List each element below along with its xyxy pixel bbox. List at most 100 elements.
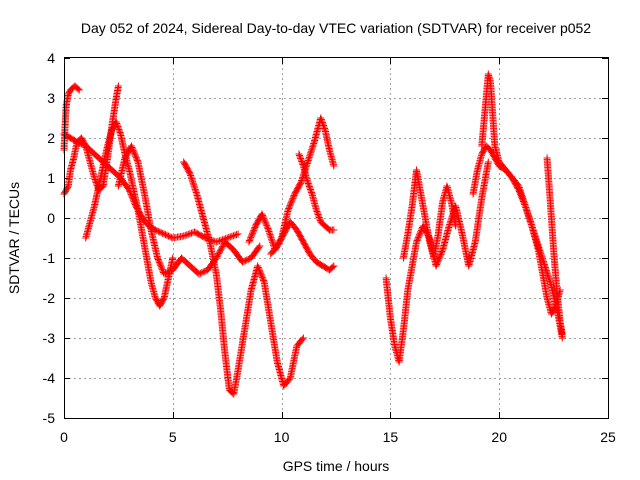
data-point — [434, 258, 442, 266]
data-point — [255, 243, 263, 251]
data-point — [154, 227, 162, 235]
data-point — [329, 263, 337, 271]
data-point — [218, 244, 226, 252]
data-point — [263, 223, 271, 231]
data-point — [153, 227, 161, 235]
data-point — [116, 129, 124, 136]
series-satellite-track-h — [267, 218, 338, 274]
data-point — [517, 188, 525, 196]
x-axis-label: GPS time / hours — [283, 458, 390, 474]
data-point — [268, 237, 276, 245]
data-point — [259, 213, 267, 221]
data-point — [520, 197, 528, 205]
data-point — [181, 231, 189, 239]
data-point — [226, 233, 234, 241]
data-point — [518, 193, 526, 201]
data-point — [250, 226, 258, 234]
data-point — [296, 152, 304, 159]
data-point — [133, 157, 141, 165]
series-satellite-track-j — [382, 158, 492, 366]
data-point — [309, 141, 317, 149]
data-point — [163, 269, 171, 277]
data-point — [527, 220, 535, 228]
chart-title: Day 052 of 2024, Sidereal Day-to-day VTE… — [81, 20, 591, 36]
data-point — [160, 230, 168, 238]
data-point — [162, 231, 170, 239]
data-point — [321, 125, 329, 132]
data-point — [297, 178, 305, 186]
data-point — [262, 220, 270, 228]
data-point — [214, 237, 222, 245]
data-point — [157, 229, 165, 237]
data-point — [316, 215, 324, 223]
data-point — [219, 242, 227, 250]
data-point — [297, 156, 305, 164]
data-point — [241, 257, 249, 265]
data-point — [113, 120, 121, 127]
data-point — [436, 252, 444, 260]
data-point — [318, 117, 326, 125]
data-point — [413, 237, 421, 245]
data-point — [308, 146, 316, 154]
data-point — [269, 240, 277, 248]
series-satellite-track-f — [180, 158, 307, 398]
data-point — [414, 234, 422, 242]
data-point — [260, 216, 268, 224]
y-tick-label: 4 — [47, 50, 55, 66]
data-point — [546, 277, 554, 285]
data-point — [433, 261, 441, 269]
data-point — [254, 263, 262, 271]
data-point — [319, 122, 327, 129]
series-satellite-track-n — [543, 154, 566, 338]
data-point — [330, 226, 338, 234]
data-point — [306, 184, 314, 192]
data-point — [233, 231, 241, 239]
data-point — [131, 151, 139, 159]
data-point — [516, 185, 524, 193]
y-tick-label: 1 — [47, 170, 55, 186]
data-point — [234, 230, 242, 238]
data-point — [228, 232, 236, 240]
data-point — [129, 146, 137, 154]
data-point — [262, 219, 270, 227]
data-point — [296, 179, 304, 187]
data-point — [308, 189, 316, 196]
data-point — [259, 275, 267, 283]
y-tick-label: -4 — [43, 370, 56, 386]
data-point — [156, 260, 164, 268]
data-point — [288, 196, 296, 204]
data-point — [164, 232, 172, 240]
y-tick-label: -1 — [43, 250, 56, 266]
data-point — [413, 238, 421, 246]
data-point — [77, 140, 85, 148]
y-axis-label: SDTVAR / TECUs — [6, 182, 22, 294]
data-point — [187, 172, 195, 180]
data-point — [314, 211, 322, 218]
data-point — [305, 181, 313, 189]
data-point — [245, 238, 253, 246]
series-satellite-track-b — [60, 82, 83, 154]
data-point — [255, 266, 263, 274]
data-point — [191, 184, 199, 192]
data-point — [317, 114, 325, 122]
data-point — [184, 230, 192, 238]
data-point — [260, 277, 268, 285]
data-point — [158, 264, 166, 272]
data-point — [247, 232, 255, 240]
data-point — [79, 141, 87, 149]
data-point — [231, 231, 239, 239]
data-point — [257, 271, 265, 279]
data-point — [216, 247, 224, 255]
data-point — [306, 186, 314, 193]
data-point — [516, 187, 524, 195]
data-point — [266, 229, 274, 237]
data-point — [258, 272, 266, 280]
data-point — [247, 234, 255, 242]
data-point — [114, 123, 122, 130]
data-point — [186, 230, 194, 238]
data-point — [299, 161, 307, 168]
data-point — [244, 255, 252, 263]
data-point — [515, 182, 523, 190]
plot-frame — [64, 57, 609, 419]
data-point — [304, 178, 312, 186]
